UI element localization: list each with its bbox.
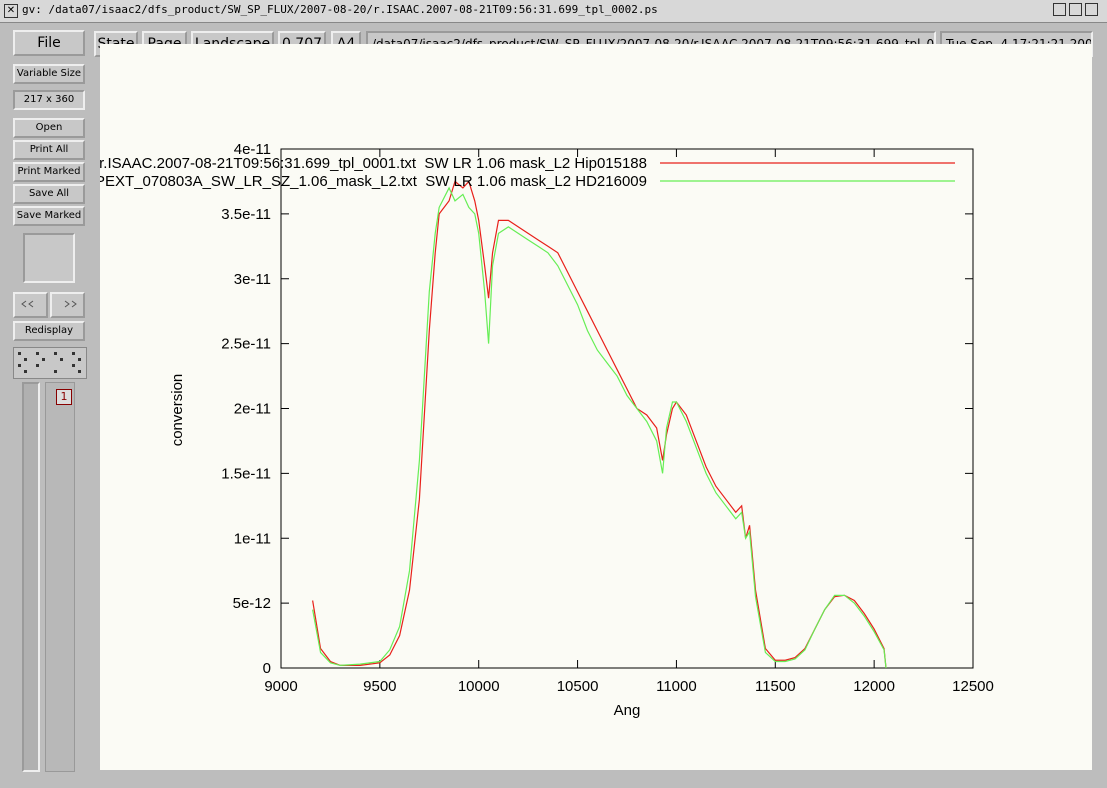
mark-buttons[interactable] xyxy=(13,347,87,379)
variable-size-button[interactable]: Variable Size xyxy=(13,64,85,84)
document-view: Ang conversion 0 5e-12 1e-11 1.5e-11 2e-11 2.… xyxy=(73,44,1092,770)
sidebar-button[interactable]: Save All xyxy=(13,184,85,204)
x-tick-label: 11500 xyxy=(755,678,796,695)
minimize[interactable] xyxy=(1053,3,1066,16)
legend-label: r.ISAAC.2007-08-21T09:56:31.699_tpl_0001… xyxy=(100,155,647,172)
redisplay-button[interactable]: Redisplay xyxy=(13,321,85,341)
window-menu[interactable]: ✕ xyxy=(4,4,18,18)
size-field: 217 x 360 xyxy=(13,90,85,110)
series-line xyxy=(312,180,887,669)
x-tick-label: 9500 xyxy=(363,678,396,695)
prev-icon xyxy=(20,300,33,308)
sidebar-button[interactable]: Save Marked xyxy=(13,206,85,226)
plot-frame xyxy=(280,148,974,669)
y-axis-label: conversion xyxy=(169,374,186,447)
page-list[interactable]: 1 xyxy=(45,382,75,772)
x-tick-label: 10000 xyxy=(458,678,500,695)
y-tick-label: 5e-12 xyxy=(233,595,271,612)
mark-icons xyxy=(18,352,81,373)
y-tick-label: 3.5e-11 xyxy=(221,206,271,223)
x-tick-label: 9000 xyxy=(264,678,297,695)
legend-label: IS_PEXT_070803A_SW_LR_SZ_1.06_mask_L2.tx… xyxy=(100,173,647,190)
scrollbar[interactable] xyxy=(22,382,40,772)
y-tick-label: 1e-11 xyxy=(234,530,271,547)
x-tick-label: 12000 xyxy=(853,678,895,695)
x-tick-label: 10500 xyxy=(557,678,599,695)
series-line xyxy=(312,186,887,669)
x-tick-label: 12500 xyxy=(952,678,994,695)
close[interactable] xyxy=(1085,3,1098,16)
y-tick-label: 2.5e-11 xyxy=(221,336,271,353)
prev-button[interactable] xyxy=(13,292,48,318)
maximize[interactable] xyxy=(1069,3,1082,16)
sidebar-button[interactable]: Open xyxy=(13,118,85,138)
sidebar-button[interactable]: Print All xyxy=(13,140,85,160)
file-button[interactable]: File xyxy=(13,30,85,56)
y-tick-label: 1.5e-11 xyxy=(221,465,271,482)
page-number[interactable]: 1 xyxy=(56,389,72,405)
chart: Ang conversion 0 5e-12 1e-11 1.5e-11 2e-11 2.… xyxy=(73,141,994,719)
next-icon xyxy=(64,300,77,308)
window-title: gv: /data07/isaac2/dfs_product/SW_SP_FLU… xyxy=(22,3,658,16)
y-tick-label: 2e-11 xyxy=(234,401,271,418)
title-bar: ✕ gv: /data07/isaac2/dfs_product/SW_SP_F… xyxy=(0,0,1107,23)
sidebar-button[interactable]: Print Marked xyxy=(13,162,85,182)
page-preview[interactable] xyxy=(23,233,75,283)
next-button[interactable] xyxy=(50,292,85,318)
y-tick-label: 3e-11 xyxy=(234,271,271,288)
y-tick-label: 0 xyxy=(263,660,271,677)
y-tick-label: 4e-11 xyxy=(234,141,271,158)
x-tick-label: 11000 xyxy=(656,678,697,695)
x-axis-label: Ang xyxy=(614,702,641,719)
